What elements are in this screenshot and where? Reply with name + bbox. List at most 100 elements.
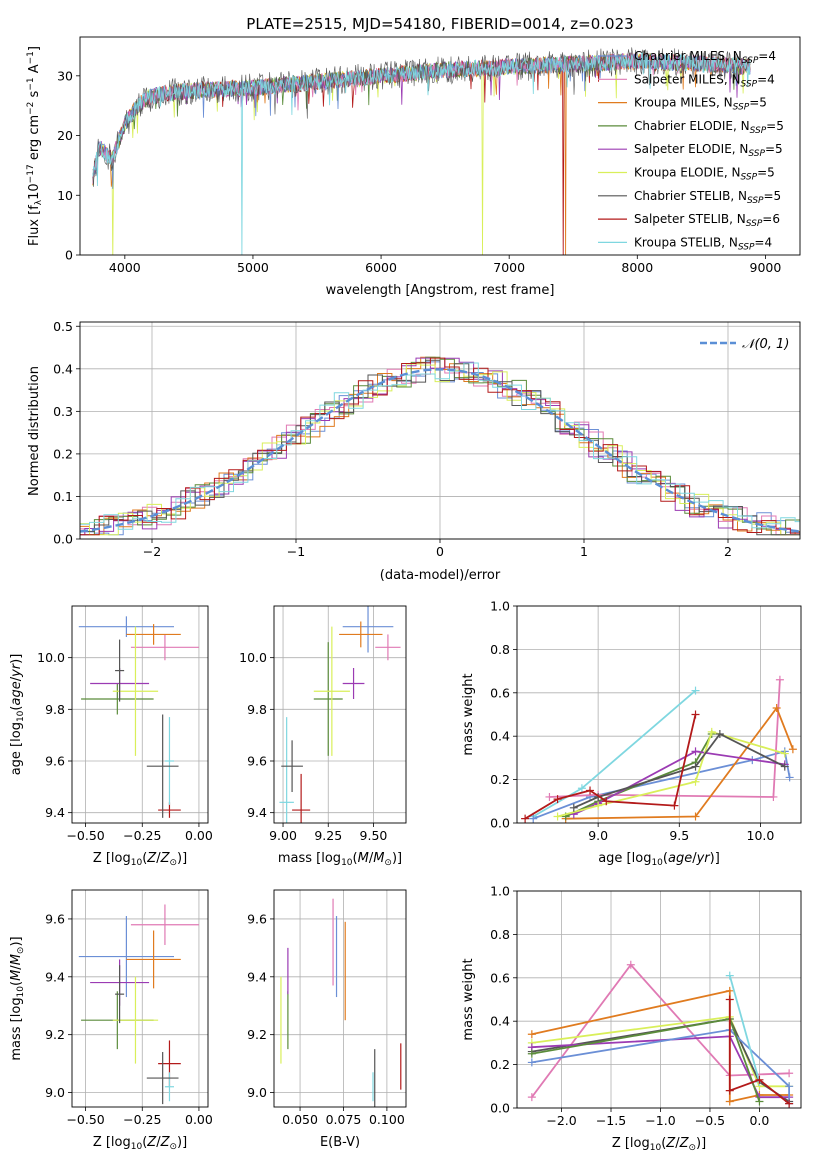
x-tick-label: 9.5 bbox=[669, 828, 689, 843]
x-axis-label: age [log10(age/yr)] bbox=[598, 851, 720, 868]
x-tick-label: −2 bbox=[143, 544, 161, 559]
y-tick-label: 0.6 bbox=[490, 685, 510, 700]
x-tick-label: 0.100 bbox=[369, 1112, 405, 1127]
x-tick-label: 8000 bbox=[621, 260, 653, 275]
x-tick-label: −0.5 bbox=[695, 1113, 725, 1128]
y-tick-label: 1.0 bbox=[490, 599, 510, 614]
series-line bbox=[549, 679, 781, 798]
y-tick-label: 0.6 bbox=[490, 970, 510, 985]
series-marker bbox=[527, 1030, 536, 1039]
axes-frame bbox=[71, 605, 209, 824]
y-tick-label: 10 bbox=[57, 188, 73, 203]
series-marker bbox=[553, 812, 562, 821]
series-marker bbox=[577, 784, 586, 793]
x-tick-label: −0.50 bbox=[66, 1112, 104, 1127]
axes-frame bbox=[516, 605, 802, 824]
y-axis-label: Flux [fλ10−17 erg cm−2 s−1 A−1] bbox=[26, 46, 44, 246]
age-vs-mass-panel: 9.00 9.25 9.50 9.4 9.6 9.8 10.0 mass [log10(M/M… bbox=[239, 605, 407, 868]
x-tick-label: 0.050 bbox=[282, 1112, 318, 1127]
y-tick-label: 9.4 bbox=[45, 969, 65, 984]
x-tick-label: 6000 bbox=[365, 260, 397, 275]
y-tick-label: 10.0 bbox=[37, 650, 65, 665]
series-marker bbox=[769, 792, 778, 801]
x-tick-label: 4000 bbox=[109, 260, 141, 275]
histogram-salpeter-stelib bbox=[80, 357, 800, 536]
x-tick-label: 0.075 bbox=[326, 1112, 362, 1127]
x-tick-label: 5000 bbox=[237, 260, 269, 275]
series-marker bbox=[725, 1097, 734, 1106]
legend-entry: Chabrier STELIB, NSSP=5 bbox=[634, 189, 781, 206]
x-tick-label: 9.25 bbox=[314, 828, 342, 843]
y-tick-label: 0.2 bbox=[490, 1057, 510, 1072]
x-tick-label: 9.50 bbox=[360, 828, 388, 843]
series-marker bbox=[553, 795, 562, 804]
histogram-kroupa-stelib bbox=[80, 362, 800, 530]
x-axis-label: wavelength [Angstrom, rest frame] bbox=[326, 283, 555, 298]
y-tick-label: 0.0 bbox=[490, 816, 510, 831]
legend-entry: 𝒩(0, 1) bbox=[742, 337, 789, 352]
series-marker bbox=[785, 773, 794, 782]
legend-entry: Salpeter MILES, NSSP=4 bbox=[634, 72, 775, 89]
x-tick-label: 9.0 bbox=[588, 828, 608, 843]
figure-title: PLATE=2515, MJD=54180, FIBERID=0014, z=0… bbox=[246, 15, 633, 33]
series-marker bbox=[521, 814, 530, 823]
y-tick-label: 9.2 bbox=[45, 1027, 65, 1042]
y-tick-label: 0.4 bbox=[490, 729, 510, 744]
y-tick-label: 9.4 bbox=[45, 805, 65, 820]
y-tick-label: 10.0 bbox=[239, 650, 267, 665]
normal-curve bbox=[80, 368, 800, 533]
y-axis-label: mass weight bbox=[461, 958, 476, 1040]
plot-area bbox=[280, 898, 402, 1107]
y-tick-label: 9.4 bbox=[247, 805, 267, 820]
x-tick-label: 1 bbox=[580, 544, 588, 559]
spectrum-line-kroupa-stelib bbox=[92, 52, 751, 255]
series-marker bbox=[780, 762, 789, 771]
y-tick-label: 9.2 bbox=[247, 1027, 267, 1042]
axes-frame bbox=[71, 889, 209, 1108]
series-marker bbox=[755, 1075, 764, 1084]
series-marker bbox=[691, 747, 700, 756]
series-marker bbox=[594, 801, 603, 810]
mass-vs-Z-panel: −0.50 −0.25 0.00 9.0 9.2 9.4 9.6 Z [log10(Z/Z⊙)… bbox=[9, 889, 213, 1152]
y-tick-label: 9.8 bbox=[45, 702, 65, 717]
y-axis-label: mass [log10(M/M⊙)] bbox=[9, 936, 26, 1060]
series-marker bbox=[626, 960, 635, 969]
series-line bbox=[524, 714, 697, 820]
series-marker bbox=[755, 1097, 764, 1106]
x-tick-label: 10.0 bbox=[747, 828, 775, 843]
y-axis-label: mass weight bbox=[461, 673, 476, 755]
y-tick-label: 0.3 bbox=[53, 404, 73, 419]
series-marker bbox=[785, 1099, 794, 1108]
x-axis-label: (data-model)/error bbox=[380, 568, 501, 583]
y-tick-label: 1.0 bbox=[490, 884, 510, 899]
legend-entry: Chabrier MILES, NSSP=4 bbox=[634, 49, 776, 66]
series-marker bbox=[788, 745, 797, 754]
axes-frame bbox=[516, 890, 802, 1109]
plot-area bbox=[279, 606, 401, 823]
y-tick-label: 9.6 bbox=[45, 911, 65, 926]
series-line bbox=[565, 706, 794, 820]
series-marker bbox=[602, 797, 611, 806]
y-tick-label: 30 bbox=[57, 68, 73, 83]
series-marker bbox=[725, 1086, 734, 1095]
y-axis-label: Normed distribution bbox=[27, 366, 42, 496]
series-marker bbox=[529, 814, 538, 823]
y-tick-label: 20 bbox=[57, 128, 73, 143]
x-tick-label: 9000 bbox=[750, 260, 782, 275]
series-marker bbox=[707, 727, 716, 736]
series-marker bbox=[527, 1093, 536, 1102]
plot-area bbox=[80, 356, 800, 536]
series-marker bbox=[772, 703, 781, 712]
weight-vs-Z-panel: −2.0 −1.5 −1.0 −0.5 0.0 0.0 0.2 0.4 0.6 0.8 1.0 Z [… bbox=[461, 884, 802, 1153]
y-tick-label: 0.0 bbox=[490, 1101, 510, 1116]
series-marker bbox=[725, 995, 734, 1004]
series-marker bbox=[780, 749, 789, 758]
age-vs-Z-panel: −0.50 −0.25 0.00 9.4 9.6 9.8 10.0 Z [log10(Z/Z⊙… bbox=[9, 605, 213, 868]
y-tick-label: 0.8 bbox=[490, 642, 510, 657]
y-tick-label: 0.1 bbox=[53, 489, 73, 504]
y-tick-label: 9.6 bbox=[247, 754, 267, 769]
series-marker bbox=[545, 792, 554, 801]
y-tick-label: 0.4 bbox=[53, 361, 73, 376]
legend-entry: Chabrier ELODIE, NSSP=5 bbox=[634, 119, 784, 136]
